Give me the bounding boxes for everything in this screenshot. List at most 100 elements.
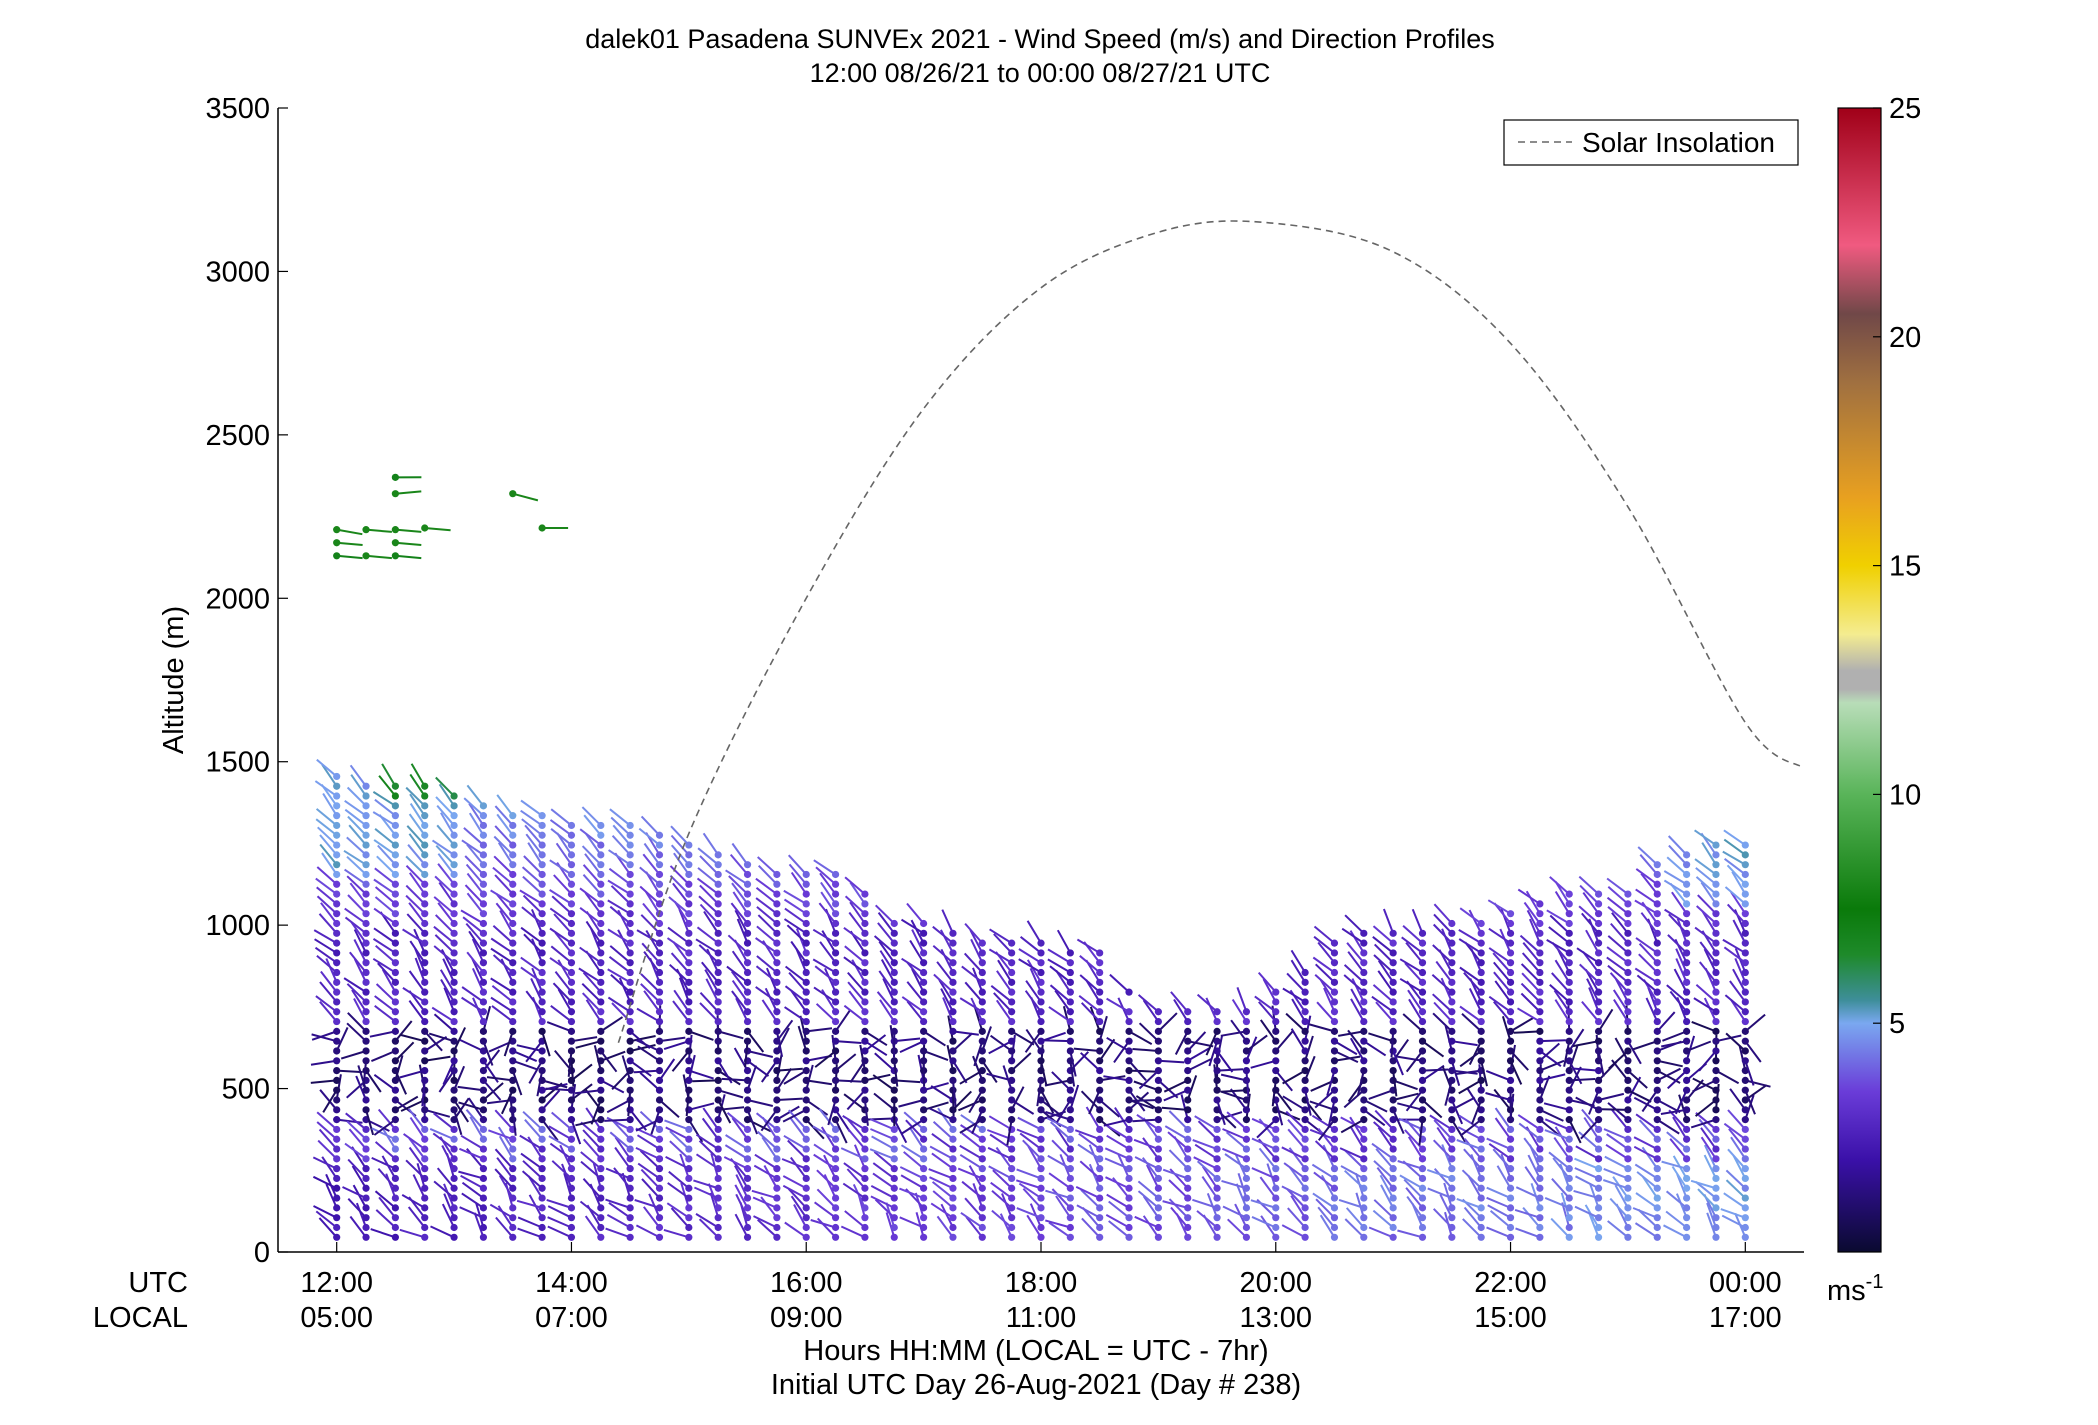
wind-barb-shaft xyxy=(512,1059,538,1071)
wind-barb-shaft xyxy=(899,1216,925,1229)
wind-barb-point xyxy=(1506,978,1515,986)
wind-barb-shaft xyxy=(929,1176,954,1190)
wind-barb-shaft xyxy=(466,784,485,807)
wind-barb-shaft xyxy=(1486,1137,1511,1150)
wind-barb-point xyxy=(1653,988,1661,996)
wind-barb-shaft xyxy=(494,825,514,846)
wind-barb-shaft xyxy=(490,996,514,1013)
wind-barb-shaft xyxy=(523,855,543,876)
wind-barb-shaft xyxy=(611,835,631,856)
wind-barb-shaft xyxy=(441,1145,455,1170)
wind-barb-shaft xyxy=(549,819,573,837)
wind-barb-shaft xyxy=(989,1133,1013,1150)
wind-barb-shaft xyxy=(1194,1115,1218,1131)
wind-barb-point xyxy=(1624,1174,1632,1183)
wind-barb-shaft xyxy=(1029,967,1042,993)
wind-barb-shaft xyxy=(636,1007,660,1023)
wind-barb-point xyxy=(1536,1184,1544,1192)
wind-barb-point xyxy=(1154,1223,1162,1232)
wind-barb-point xyxy=(920,1233,928,1241)
wind-barb-shaft xyxy=(843,956,866,974)
wind-barb-shaft xyxy=(491,985,514,1003)
wind-barb-point xyxy=(655,988,664,996)
wind-barb-point xyxy=(1506,919,1515,928)
wind-barb-point xyxy=(714,890,722,898)
wind-barb-point xyxy=(1184,1223,1192,1232)
wind-barb-point xyxy=(1389,1047,1397,1055)
wind-barb-shaft xyxy=(1636,974,1658,993)
wind-barb-shaft xyxy=(1656,1099,1681,1114)
wind-barb-shaft xyxy=(863,1099,869,1126)
wind-barb-shaft xyxy=(550,808,573,827)
wind-barb-shaft xyxy=(761,1136,778,1160)
wind-barb-shaft xyxy=(1726,903,1747,925)
wind-barb-point xyxy=(890,919,898,928)
wind-barb-point xyxy=(1741,929,1749,937)
wind-barb-point xyxy=(597,910,605,918)
wind-barb-point xyxy=(831,1174,840,1183)
wind-barb-shaft xyxy=(931,1132,954,1150)
wind-barb-point xyxy=(1624,1125,1632,1134)
wind-barb-point xyxy=(1330,1057,1339,1065)
wind-barb-point xyxy=(1360,1223,1368,1232)
wind-barb-point xyxy=(391,870,399,879)
wind-barb-shaft xyxy=(958,1099,983,1112)
wind-barb-shaft xyxy=(643,1206,661,1229)
wind-barb-shaft xyxy=(1216,1035,1224,1061)
colorbar-unit: ms-1 xyxy=(1827,1271,1883,1307)
wind-barb-shaft xyxy=(318,1128,338,1150)
wind-barb-point xyxy=(1477,1116,1485,1124)
wind-barb-shaft xyxy=(1162,1200,1188,1209)
wind-barb-point xyxy=(479,959,488,967)
wind-barb-point xyxy=(479,1106,488,1114)
wind-barb-shaft xyxy=(788,971,807,993)
wind-barb-shaft xyxy=(1606,877,1629,895)
wind-barb-point xyxy=(743,988,752,996)
wind-barb-shaft xyxy=(414,957,426,983)
wind-barb-shaft xyxy=(667,1182,690,1199)
wind-barb-point xyxy=(1653,978,1661,986)
wind-barb-point xyxy=(333,1116,341,1124)
wind-barb-point xyxy=(1741,1135,1749,1143)
wind-barb-shaft xyxy=(793,1204,808,1228)
wind-barb-point xyxy=(421,1155,429,1163)
wind-barb-shaft xyxy=(906,1000,925,1023)
wind-barb-shaft xyxy=(409,940,426,964)
wind-barb-shaft xyxy=(818,1108,837,1131)
wind-barb-shaft xyxy=(1723,858,1746,876)
wind-barb-point xyxy=(391,802,399,810)
wind-barb-point xyxy=(1242,1037,1251,1045)
wind-barb-point xyxy=(1037,1135,1045,1143)
wind-barb-shaft xyxy=(1633,1136,1658,1150)
wind-barb-point xyxy=(1008,1184,1016,1192)
wind-barb-point xyxy=(1565,900,1573,908)
wind-barb-point xyxy=(1037,1037,1045,1045)
wind-barb-point xyxy=(1360,1116,1368,1124)
wind-barb-point xyxy=(362,552,370,560)
wind-barb-shaft xyxy=(319,1089,338,1111)
wind-barb-shaft xyxy=(394,1055,404,1081)
wind-barb-shaft xyxy=(1744,1089,1756,1115)
wind-barb-shaft xyxy=(1675,948,1688,973)
wind-barb-point xyxy=(1653,1106,1661,1114)
wind-barb-point xyxy=(567,900,576,908)
wind-barb-shaft xyxy=(437,853,455,876)
wind-barb-point xyxy=(597,919,605,928)
wind-barb-point xyxy=(1683,1037,1691,1045)
wind-barb-shaft xyxy=(1135,1095,1159,1111)
wind-barb-point xyxy=(1536,1027,1544,1035)
wind-barb-point xyxy=(1712,959,1720,967)
wind-barb-shaft xyxy=(1349,930,1365,954)
wind-barb-point xyxy=(920,1174,928,1183)
wind-barb-shaft xyxy=(1079,974,1101,993)
wind-barb-point xyxy=(1536,939,1544,947)
wind-barb-point xyxy=(421,900,429,908)
wind-barb-point xyxy=(333,870,341,879)
wind-barb-shaft xyxy=(468,812,485,836)
wind-barb-point xyxy=(1624,890,1632,898)
wind-barb-shaft xyxy=(695,1153,719,1170)
wind-barb-point xyxy=(1624,1037,1632,1045)
wind-barb-point xyxy=(509,978,517,986)
wind-barb-point xyxy=(1741,880,1749,888)
wind-barb-point xyxy=(450,1214,458,1222)
